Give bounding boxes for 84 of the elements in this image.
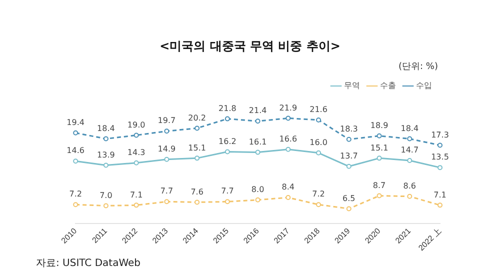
point: [255, 150, 260, 155]
data-label: 16.1: [248, 137, 267, 146]
point: [164, 199, 170, 204]
point: [286, 116, 291, 121]
data-label: 19.4: [66, 118, 84, 127]
point: [194, 126, 200, 131]
point: [376, 193, 382, 198]
data-label: 18.4: [400, 124, 419, 133]
point: [407, 136, 412, 142]
point: [73, 158, 78, 164]
data-label: 7.1: [434, 190, 446, 200]
legend-label: 무역: [344, 81, 360, 90]
point: [438, 165, 442, 170]
point: [346, 206, 352, 212]
data-label: 13.5: [431, 152, 449, 162]
data-label: 16.6: [279, 134, 298, 144]
point: [73, 130, 78, 136]
data-label: 7.7: [221, 186, 234, 196]
point: [346, 164, 352, 169]
point: [134, 202, 139, 208]
data-label: 7.1: [130, 190, 143, 200]
data-label: 20.2: [188, 113, 206, 122]
data-label: 14.3: [127, 148, 146, 157]
point: [316, 150, 322, 156]
point: [407, 194, 412, 199]
data-label: 21.8: [218, 104, 236, 113]
data-label: 21.9: [279, 103, 298, 112]
point: [255, 197, 260, 202]
data-label: 7.2: [312, 190, 325, 199]
point: [316, 117, 322, 122]
point: [224, 199, 230, 204]
data-label: 15.1: [370, 143, 388, 152]
chart-title: <미국의 대중국 무역 비중 추이>: [158, 38, 342, 55]
data-label: 19.0: [127, 120, 146, 130]
point: [73, 202, 78, 208]
point: [346, 136, 352, 142]
point: [286, 146, 291, 152]
data-label: 18.4: [97, 124, 115, 133]
point: [164, 156, 170, 162]
data-label: 21.6: [310, 105, 328, 114]
point: [224, 149, 230, 154]
point: [194, 200, 200, 205]
data-label: 14.9: [158, 144, 176, 154]
data-label: 18.9: [370, 120, 388, 130]
data-label: 21.4: [248, 106, 267, 116]
point: [164, 128, 170, 134]
point: [376, 156, 382, 161]
point: [376, 133, 382, 138]
data-label: 19.7: [158, 116, 176, 126]
point: [103, 203, 108, 208]
data-label: 13.9: [97, 150, 115, 160]
point: [286, 195, 291, 200]
data-label: 7.0: [100, 190, 112, 200]
point: [134, 160, 139, 166]
data-label: 13.7: [340, 151, 358, 160]
text: (단위: %): [398, 61, 438, 73]
data-label: 8.6: [403, 181, 416, 190]
data-label: 7.6: [190, 187, 204, 196]
data-label: 16.0: [310, 138, 328, 147]
legend-label: 수출: [380, 81, 396, 90]
point: [134, 132, 139, 138]
point: [194, 156, 200, 161]
point: [103, 162, 108, 168]
data-label: 14.7: [400, 146, 419, 155]
point: [224, 116, 230, 122]
point: [103, 136, 108, 142]
data-label: 8.4: [282, 182, 295, 192]
data-label: 8.7: [372, 180, 386, 190]
data-label: 6.5: [342, 194, 356, 203]
data-label: 7.7: [160, 186, 174, 196]
point: [438, 142, 442, 148]
point: [255, 118, 260, 124]
point: [316, 202, 322, 208]
point: [407, 158, 412, 164]
data-label: 15.1: [188, 143, 206, 152]
data-label: 7.2: [69, 190, 82, 199]
legend-label: 수입: [416, 81, 432, 90]
data-label: 8.0: [251, 184, 264, 194]
point: [438, 202, 442, 208]
text: 자료: USITC DataWeb: [36, 257, 141, 270]
data-label: 18.3: [340, 124, 358, 134]
data-label: 17.3: [431, 130, 449, 140]
data-label: 16.2: [218, 136, 236, 146]
data-label: 14.6: [66, 146, 84, 156]
